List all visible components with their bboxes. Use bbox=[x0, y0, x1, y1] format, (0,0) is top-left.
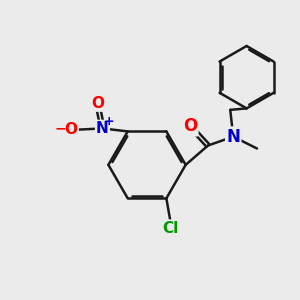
Text: +: + bbox=[104, 116, 114, 128]
Text: −: − bbox=[54, 122, 66, 135]
Text: O: O bbox=[92, 96, 104, 111]
Text: O: O bbox=[183, 117, 197, 135]
Text: N: N bbox=[226, 128, 240, 146]
Text: Cl: Cl bbox=[163, 220, 179, 236]
Text: N: N bbox=[96, 121, 109, 136]
Text: O: O bbox=[65, 122, 78, 137]
